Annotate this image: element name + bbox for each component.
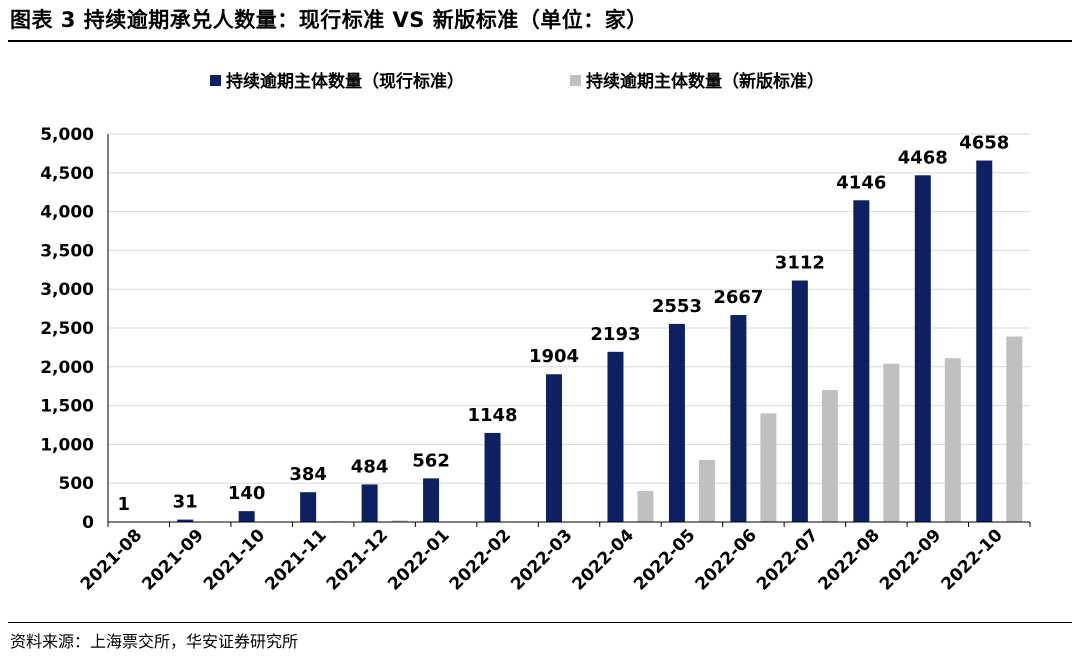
- x-tick-label: 2022-03: [507, 525, 576, 594]
- bar-current: [484, 432, 501, 522]
- chart-title: 图表 3 持续逾期承兑人数量：现行标准 VS 新版标准（单位：家）: [10, 8, 648, 32]
- x-axis: 2021-082021-092021-102021-112021-122022-…: [77, 521, 1031, 595]
- bar-new: [883, 363, 900, 522]
- bar-current: [668, 323, 685, 522]
- y-tick-label: 5,000: [40, 125, 94, 145]
- x-tick-label: 2022-01: [384, 525, 453, 594]
- bar-current: [546, 374, 562, 522]
- bar-new: [944, 358, 961, 522]
- x-tick-label: 2022-07: [753, 525, 822, 594]
- bar-chart: 持续逾期主体数量（现行标准） 持续逾期主体数量（新版标准） 0 500 1,000 1,…: [40, 71, 1031, 595]
- x-tick-label: 2021-10: [200, 525, 269, 594]
- y-tick-label: 3,000: [40, 280, 94, 300]
- x-tick-label: 2022-08: [815, 525, 884, 594]
- data-label: 1: [117, 494, 130, 515]
- x-tick-label: 2022-04: [569, 525, 638, 594]
- bar-current: [976, 160, 993, 523]
- data-label: 3112: [775, 253, 825, 274]
- y-tick-label: 4,500: [40, 164, 94, 184]
- x-tick-label: 2021-09: [138, 525, 207, 594]
- y-tick-label: 3,500: [40, 241, 94, 261]
- data-label: 4468: [898, 147, 948, 168]
- y-tick-label: 0: [82, 513, 94, 533]
- y-tick-label: 1,000: [40, 435, 94, 455]
- bar-current: [238, 511, 255, 522]
- y-tick-label: 2,500: [40, 319, 94, 339]
- grid-lines: [108, 133, 1030, 484]
- x-tick-label: 2021-08: [77, 525, 146, 594]
- bar-current: [300, 492, 317, 522]
- bar-current: [361, 484, 378, 522]
- bar-current: [791, 280, 808, 522]
- x-tick-label: 2022-05: [630, 525, 699, 594]
- y-tick-label: 4,000: [40, 203, 94, 223]
- bar-new: [760, 413, 777, 522]
- bar-current: [730, 315, 747, 522]
- bar-new: [821, 390, 838, 522]
- data-label: 562: [412, 450, 450, 471]
- bar-new: [1006, 336, 1023, 522]
- data-label: 140: [228, 483, 266, 504]
- x-tick-label: 2022-06: [692, 525, 761, 594]
- y-tick-label: 1,500: [40, 397, 94, 417]
- legend-label-new: 持续逾期主体数量（新版标准）: [586, 71, 824, 92]
- x-tick-label: 2021-11: [261, 525, 330, 594]
- title-rule: [8, 40, 1072, 42]
- x-tick-label: 2022-02: [446, 525, 515, 594]
- data-label: 31: [173, 492, 198, 513]
- y-tick-label: 2,000: [40, 358, 94, 378]
- x-tick-label: 2021-12: [323, 525, 392, 594]
- data-label: 4146: [836, 172, 886, 193]
- legend-swatch-new: [570, 75, 581, 86]
- data-label: 2667: [713, 287, 763, 308]
- source-rule: [8, 622, 1072, 623]
- data-label: 1904: [529, 346, 579, 367]
- legend-swatch-current: [210, 75, 221, 86]
- data-label: 2553: [652, 296, 702, 317]
- data-labels: 1 31 140 384 484 562 1148 1904 2193 2553 2667 3112 4…: [117, 133, 1009, 515]
- x-tick-label: 2022-10: [937, 525, 1006, 594]
- y-tick-label: 500: [59, 474, 95, 494]
- data-label: 484: [351, 456, 389, 477]
- bars: [115, 160, 1023, 523]
- source-note: 资料来源：上海票交所，华安证券研究所: [10, 632, 299, 651]
- data-label: 4658: [959, 133, 1009, 154]
- bar-new: [698, 459, 715, 522]
- data-label: 2193: [590, 324, 640, 345]
- bar-new: [637, 490, 654, 522]
- data-label: 1148: [467, 405, 517, 426]
- bar-current: [853, 200, 870, 523]
- y-axis: 0 500 1,000 1,500 2,000 2,500 3,000 3,500 4,000 4…: [40, 125, 109, 533]
- legend-label-current: 持续逾期主体数量（现行标准）: [226, 71, 464, 92]
- x-tick-label: 2022-09: [876, 525, 945, 594]
- bar-current: [177, 519, 194, 522]
- legend: 持续逾期主体数量（现行标准） 持续逾期主体数量（新版标准）: [210, 71, 824, 92]
- bar-current: [914, 175, 931, 522]
- bar-new: [391, 520, 408, 522]
- bar-current: [423, 478, 440, 522]
- bar-current: [607, 351, 624, 522]
- data-label: 384: [289, 464, 327, 485]
